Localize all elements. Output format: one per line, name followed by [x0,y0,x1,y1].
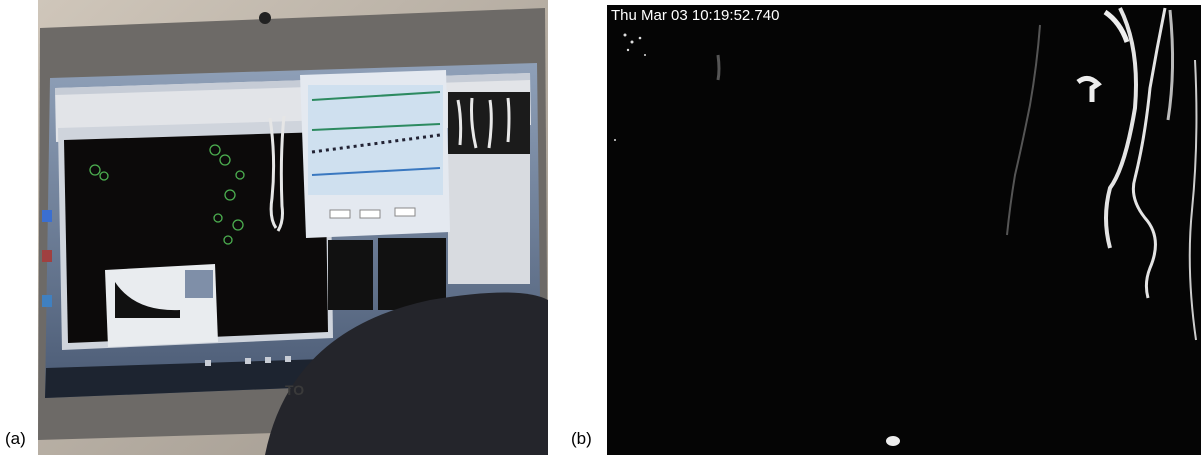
shape [886,436,900,446]
shape [627,49,629,51]
shape [308,85,443,195]
shape [245,358,251,364]
shape [624,34,627,37]
shape [360,210,380,218]
shape [42,210,52,222]
panel-label: (b) [571,429,592,448]
shape [614,139,616,141]
shape [259,12,271,24]
panel-a-photo: TO [38,0,548,455]
shape [185,270,213,298]
shape [718,55,719,80]
shape [395,208,415,216]
screen-text: TO [285,382,304,398]
shape [328,240,373,310]
shape [607,5,1201,455]
figure: TO (a) Thu Mar 03 10:19:52.740 (b) [0,0,1201,455]
shape [285,356,291,362]
shape [265,357,271,363]
shape [42,250,52,262]
shape [631,41,634,44]
shape [205,360,211,366]
shape [644,54,646,56]
panel-label: (a) [5,429,26,448]
shape [42,295,52,307]
shape [639,37,642,40]
timestamp: Thu Mar 03 10:19:52.740 [611,7,779,24]
shape [330,210,350,218]
shape [448,154,530,284]
panel-b-image [607,5,1201,455]
